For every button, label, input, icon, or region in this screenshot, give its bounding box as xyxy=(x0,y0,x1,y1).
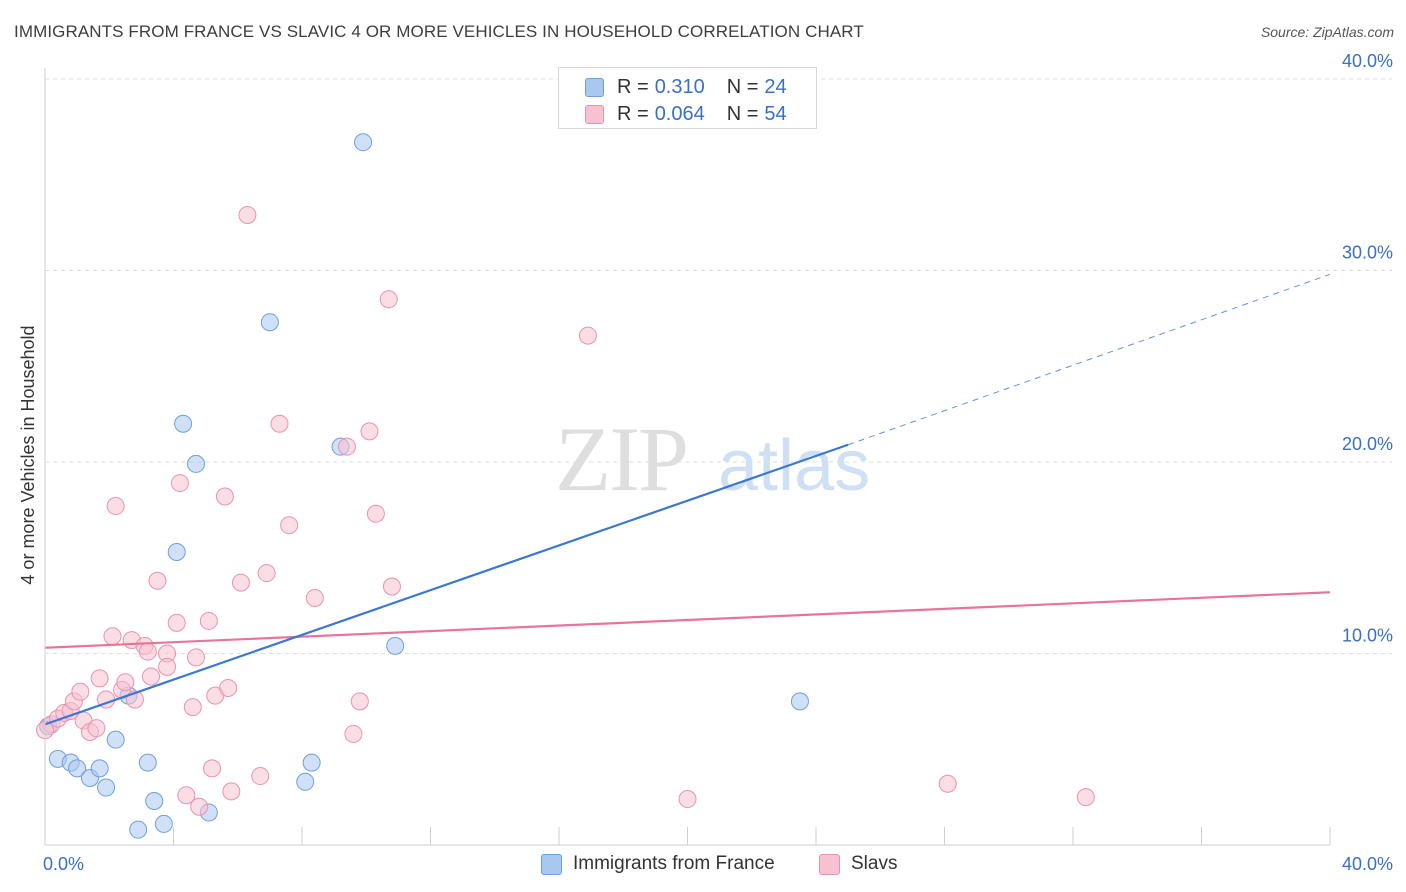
y-tick-label: 10.0% xyxy=(1342,626,1393,646)
legend-row-france: R = 0.310 N = 24 xyxy=(585,74,787,100)
data-point-slavs xyxy=(280,516,299,535)
trendline-france-extension xyxy=(847,273,1331,446)
data-point-slavs xyxy=(87,719,106,738)
data-point-slavs xyxy=(116,673,135,692)
data-point-slavs xyxy=(215,487,234,506)
data-point-slavs xyxy=(1076,788,1095,807)
data-point-slavs xyxy=(251,767,270,786)
bottom-legend-france: Immigrants from France xyxy=(541,851,775,877)
data-point-france xyxy=(302,753,321,772)
data-point-slavs xyxy=(360,422,379,441)
data-point-slavs xyxy=(158,657,177,676)
data-point-slavs xyxy=(90,669,109,688)
bottom-legend-swatch-slavs xyxy=(819,853,840,875)
data-point-france xyxy=(790,692,809,711)
data-point-slavs xyxy=(103,627,122,646)
data-point-slavs xyxy=(678,790,697,809)
data-point-slavs xyxy=(350,692,369,711)
data-point-france xyxy=(68,759,87,778)
y-tick-label: 20.0% xyxy=(1342,434,1393,454)
data-point-slavs xyxy=(142,667,161,686)
data-point-france xyxy=(106,730,125,749)
x-tick-label: 40.0% xyxy=(1342,854,1393,874)
legend-n-value: 54 xyxy=(764,102,787,125)
data-point-france xyxy=(138,753,157,772)
bottom-legend-swatch-france xyxy=(541,853,562,875)
data-point-slavs xyxy=(222,782,241,801)
data-point-france xyxy=(296,772,315,791)
data-point-france xyxy=(354,133,373,152)
legend-r-label: R = xyxy=(617,75,649,98)
data-point-slavs xyxy=(183,698,202,717)
data-point-slavs xyxy=(190,797,209,816)
legend-n-label: N = xyxy=(726,102,759,125)
y-tick-label: 40.0% xyxy=(1342,51,1393,71)
legend-n-label: N = xyxy=(726,75,759,98)
data-point-france xyxy=(167,543,186,562)
data-point-slavs xyxy=(106,497,125,516)
data-point-france xyxy=(97,778,116,797)
trendline-slavs xyxy=(44,591,1331,649)
x-tick-label: 0.0% xyxy=(43,854,84,874)
y-axis-label: 4 or more Vehicles in Household xyxy=(18,325,38,584)
data-point-slavs xyxy=(186,648,205,667)
data-point-slavs xyxy=(231,573,250,592)
bottom-legend-slavs: Slavs xyxy=(819,851,897,877)
data-point-slavs xyxy=(305,588,324,607)
data-point-slavs xyxy=(170,474,189,493)
trendline-france xyxy=(44,443,849,726)
data-point-slavs xyxy=(167,613,186,632)
legend-swatch-france xyxy=(585,77,604,97)
data-point-slavs xyxy=(219,678,238,697)
data-point-france xyxy=(186,454,205,473)
bottom-legend-label-france: Immigrants from France xyxy=(573,853,775,874)
data-point-slavs xyxy=(270,414,289,433)
legend-r-value: 0.064 xyxy=(654,102,705,125)
legend-row-slavs: R = 0.064 N = 54 xyxy=(585,101,787,127)
data-point-france xyxy=(174,414,193,433)
data-point-slavs xyxy=(578,326,597,345)
data-point-slavs xyxy=(337,437,356,456)
chart-title: IMMIGRANTS FROM FRANCE VS SLAVIC 4 OR MO… xyxy=(14,22,864,41)
data-point-slavs xyxy=(203,759,222,778)
data-point-slavs xyxy=(238,205,257,224)
legend-r-label: R = xyxy=(617,102,649,125)
data-point-slavs xyxy=(257,564,276,583)
legend-swatch-slavs xyxy=(585,104,604,124)
data-point-slavs xyxy=(199,611,218,630)
data-point-slavs xyxy=(148,571,167,590)
data-point-slavs xyxy=(138,642,157,661)
bottom-legend-label-slavs: Slavs xyxy=(851,853,898,874)
data-point-france xyxy=(145,791,164,810)
data-point-france xyxy=(260,313,279,332)
correlation-legend: R = 0.310 N = 24 R = 0.064 N = 54 xyxy=(558,67,817,129)
data-point-france xyxy=(129,820,148,839)
watermark-zip: ZIP xyxy=(555,408,687,510)
data-point-slavs xyxy=(71,682,90,701)
data-point-slavs xyxy=(938,774,957,793)
data-point-france xyxy=(386,636,405,655)
source-label: Source: ZipAtlas.com xyxy=(1260,24,1394,40)
data-point-slavs xyxy=(382,577,401,596)
data-point-slavs xyxy=(366,504,385,523)
data-point-slavs xyxy=(177,786,196,805)
data-point-france xyxy=(90,759,109,778)
data-point-slavs xyxy=(379,290,398,309)
legend-n-value: 24 xyxy=(764,75,787,98)
data-point-france xyxy=(154,814,173,833)
watermark-atlas: atlas xyxy=(718,426,870,506)
legend-r-value: 0.310 xyxy=(654,75,705,98)
y-tick-label: 30.0% xyxy=(1342,243,1393,263)
data-point-slavs xyxy=(344,724,363,743)
